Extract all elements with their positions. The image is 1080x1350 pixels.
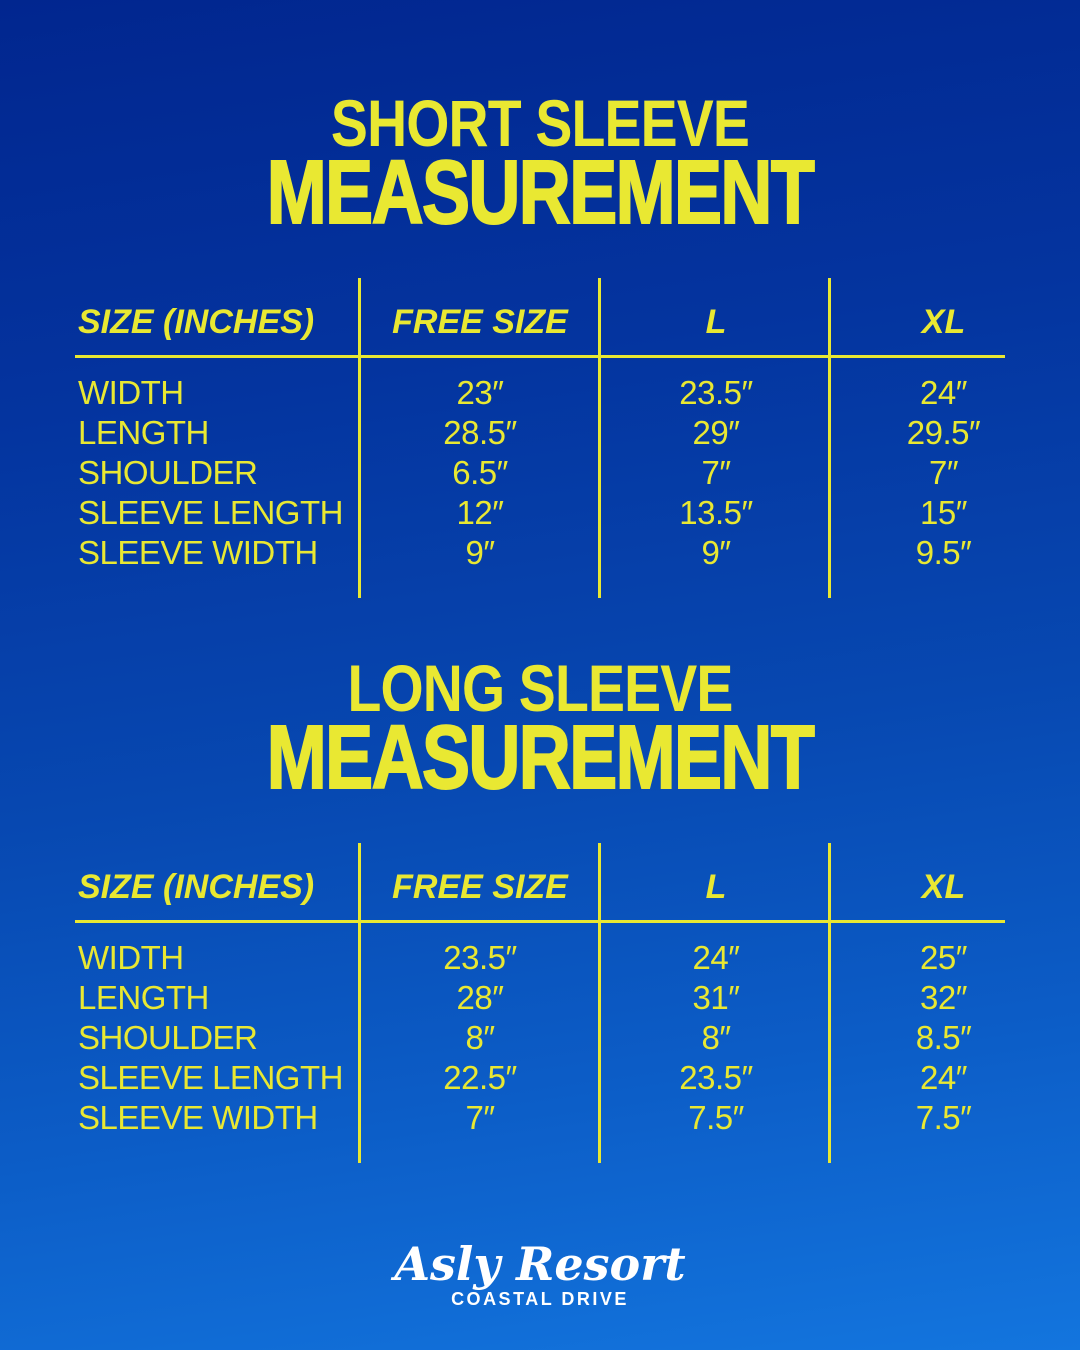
brand-tagline: COASTAL DRIVE	[451, 1289, 629, 1309]
cell-value: 24″	[920, 374, 967, 411]
header-xl: XL	[921, 303, 966, 341]
cell-value: 24″	[920, 1059, 967, 1096]
brand-logo: Asly Resort	[394, 1237, 686, 1291]
row-label: SLEEVE LENGTH	[78, 1059, 343, 1096]
cell-value: 25″	[920, 939, 967, 976]
header-l: L	[705, 303, 727, 341]
table-header-row: SIZE (INCHES) FREE SIZE L XL	[75, 867, 1055, 907]
header-size-inches: SIZE (INCHES)	[78, 303, 315, 341]
header-free-size: FREE SIZE	[392, 868, 568, 906]
cell-value: 12″	[456, 494, 504, 531]
row-label: SLEEVE LENGTH	[78, 494, 343, 531]
row-label: WIDTH	[78, 939, 184, 976]
header-xl: XL	[921, 868, 966, 906]
row-label: LENGTH	[78, 414, 209, 451]
header-free-size: FREE SIZE	[392, 303, 568, 341]
cell-value: 23.5″	[443, 939, 517, 976]
row-label: SHOULDER	[78, 1019, 258, 1056]
cell-value: 8″	[701, 1019, 731, 1056]
table-body: WIDTH 23″ 23.5″ 24″ LENGTH 28.5″ 29″ 29.…	[75, 373, 1055, 573]
column-divider	[828, 843, 831, 1163]
row-label: WIDTH	[78, 374, 184, 411]
row-label: SLEEVE WIDTH	[78, 534, 318, 571]
cell-value: 7″	[701, 454, 731, 491]
cell-value: 23″	[456, 374, 504, 411]
cell-value: 22.5″	[443, 1059, 517, 1096]
cell-value: 29.5″	[906, 414, 981, 451]
cell-value: 8″	[465, 1019, 495, 1056]
cell-value: 29″	[692, 414, 740, 451]
cell-value: 31″	[692, 979, 740, 1016]
long-sleeve-size-table: SIZE (INCHES) FREE SIZE L XL WIDTH 23.5″…	[75, 843, 1055, 1163]
cell-value: 28″	[456, 979, 504, 1016]
cell-value: 15″	[920, 494, 967, 531]
short-sleeve-title-line2: MEASUREMENT	[266, 143, 816, 243]
cell-value: 7″	[465, 1099, 495, 1136]
table-body: WIDTH 23.5″ 24″ 25″ LENGTH 28″ 31″ 32″ S…	[75, 938, 1055, 1138]
cell-value: 9″	[465, 534, 495, 571]
column-divider	[358, 278, 361, 598]
cell-value: 7″	[928, 454, 959, 491]
cell-value: 9.5″	[915, 534, 972, 571]
cell-value: 23.5″	[679, 1059, 753, 1096]
cell-value: 32″	[920, 979, 967, 1016]
cell-value: 8.5″	[915, 1019, 972, 1056]
row-label: SHOULDER	[78, 454, 258, 491]
cell-value: 9″	[701, 534, 731, 571]
cell-value: 24″	[692, 939, 740, 976]
cell-value: 23.5″	[679, 374, 753, 411]
header-l: L	[705, 868, 727, 906]
table-header-row: SIZE (INCHES) FREE SIZE L XL	[75, 302, 1055, 342]
short-sleeve-size-table: SIZE (INCHES) FREE SIZE L XL WIDTH 23″ 2…	[75, 278, 1055, 598]
column-divider	[358, 843, 361, 1163]
header-underline	[75, 355, 1005, 358]
column-divider	[598, 843, 601, 1163]
column-divider	[828, 278, 831, 598]
cell-value: 7.5″	[688, 1099, 744, 1136]
header-size-inches: SIZE (INCHES)	[78, 868, 315, 906]
long-sleeve-title-line2: MEASUREMENT	[266, 708, 816, 808]
column-divider	[598, 278, 601, 598]
row-label: LENGTH	[78, 979, 209, 1016]
short-sleeve-title-line1: SHORT SLEEVE	[330, 86, 750, 160]
long-sleeve-title-line1: LONG SLEEVE	[347, 651, 733, 725]
cell-value: 28.5″	[443, 414, 517, 451]
cell-value: 13.5″	[679, 494, 753, 531]
cell-value: 7.5″	[915, 1099, 972, 1136]
cell-value: 6.5″	[452, 454, 508, 491]
header-underline	[75, 920, 1005, 923]
row-label: SLEEVE WIDTH	[78, 1099, 318, 1136]
